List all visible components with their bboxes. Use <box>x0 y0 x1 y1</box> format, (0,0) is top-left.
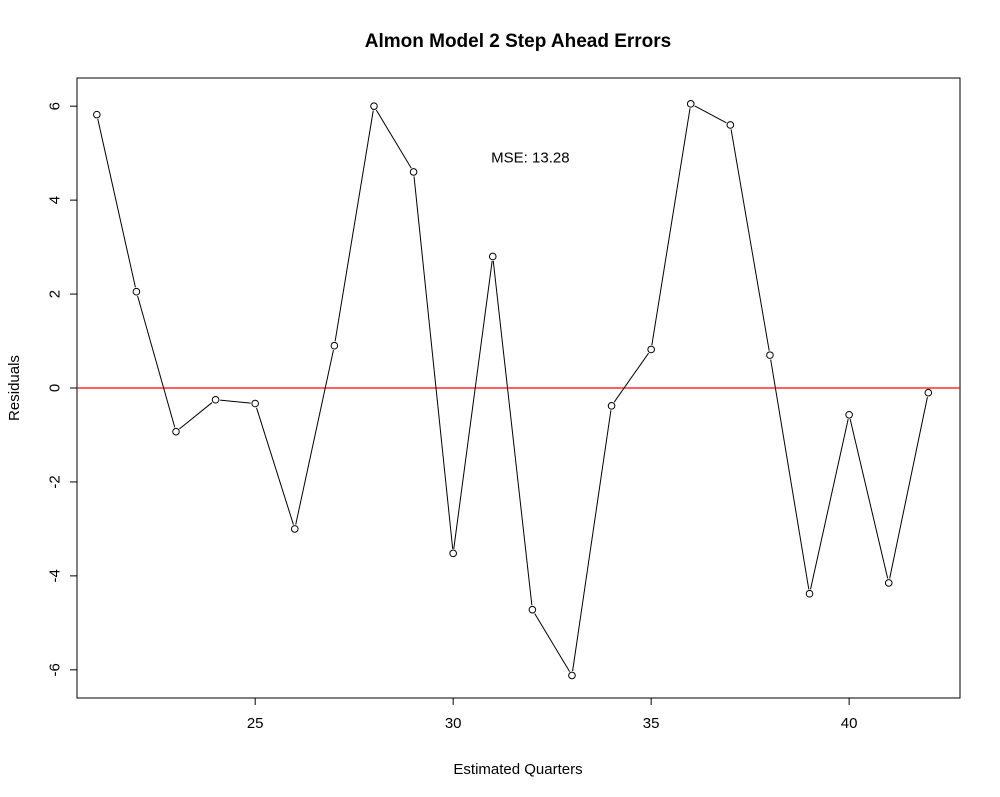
series-segment-33-34 <box>572 410 612 672</box>
series-segment-25-26 <box>256 407 294 525</box>
data-point-29 <box>409 168 418 176</box>
series-segment-35-36 <box>651 108 691 346</box>
data-point-24 <box>211 395 220 404</box>
series-segment-34-35 <box>613 352 649 403</box>
series-segment-29-30 <box>413 176 454 549</box>
y-tick-label--4: -4 <box>47 569 64 582</box>
series-segment-27-28 <box>334 110 374 342</box>
data-point-34 <box>607 402 616 410</box>
x-tick-label-40: 40 <box>841 715 858 732</box>
series-segment-31-32 <box>492 260 533 606</box>
chart-title: Almon Model 2 Step Ahead Errors <box>365 31 672 52</box>
series-segment-32-33 <box>534 613 571 672</box>
x-axis: 25 30 35 40 <box>247 698 858 732</box>
data-point-42 <box>924 388 933 397</box>
y-tick-label-4: 4 <box>47 196 64 204</box>
data-point-23 <box>172 427 180 436</box>
y-tick-label--6: -6 <box>47 663 64 676</box>
series-segment-30-31 <box>453 260 493 549</box>
data-point-37 <box>726 121 735 129</box>
data-point-27 <box>330 341 339 350</box>
data-point-28 <box>370 102 378 110</box>
data-point-30 <box>449 549 457 558</box>
y-axis-label: Residuals <box>6 355 23 421</box>
annotations: MSE: 13.28 <box>491 149 569 166</box>
data-point-26 <box>290 525 299 533</box>
series-segment-28-29 <box>375 109 412 169</box>
data-point-25 <box>251 399 259 408</box>
series-segment-39-40 <box>810 419 849 590</box>
data-point-31 <box>488 252 497 261</box>
series-segment-24-25 <box>220 399 251 404</box>
series-segment-21-22 <box>97 118 136 288</box>
data-point-40 <box>845 410 853 419</box>
y-tick-label-2: 2 <box>47 290 64 298</box>
series-segment-22-23 <box>137 295 176 428</box>
data-point-35 <box>647 345 655 354</box>
x-axis-label: Estimated Quarters <box>453 761 582 778</box>
data-point-41 <box>884 579 893 587</box>
y-tick-label-6: 6 <box>47 102 64 110</box>
x-tick-label-30: 30 <box>445 715 462 732</box>
y-axis: -6 -4 -2 0 2 4 6 <box>47 102 77 676</box>
mse-annotation: MSE: 13.28 <box>491 149 569 166</box>
data-point-32 <box>528 605 537 614</box>
series-segment-23-24 <box>179 402 213 430</box>
residual-series <box>92 100 933 680</box>
data-point-22 <box>132 287 141 296</box>
series-segment-38-39 <box>770 359 810 590</box>
series-segment-40-41 <box>849 419 889 579</box>
data-point-39 <box>805 589 814 598</box>
data-point-38 <box>766 351 774 359</box>
data-point-36 <box>686 100 695 108</box>
y-tick-label-0: 0 <box>47 384 64 392</box>
series-segment-36-37 <box>694 105 727 124</box>
x-tick-label-35: 35 <box>643 715 660 732</box>
y-tick-label--2: -2 <box>47 475 64 488</box>
series-segment-26-27 <box>295 350 334 525</box>
series-segment-37-38 <box>730 129 770 351</box>
x-tick-label-25: 25 <box>247 715 264 732</box>
series-segment-41-42 <box>889 397 928 579</box>
data-point-21 <box>92 110 101 119</box>
data-point-33 <box>568 671 576 680</box>
